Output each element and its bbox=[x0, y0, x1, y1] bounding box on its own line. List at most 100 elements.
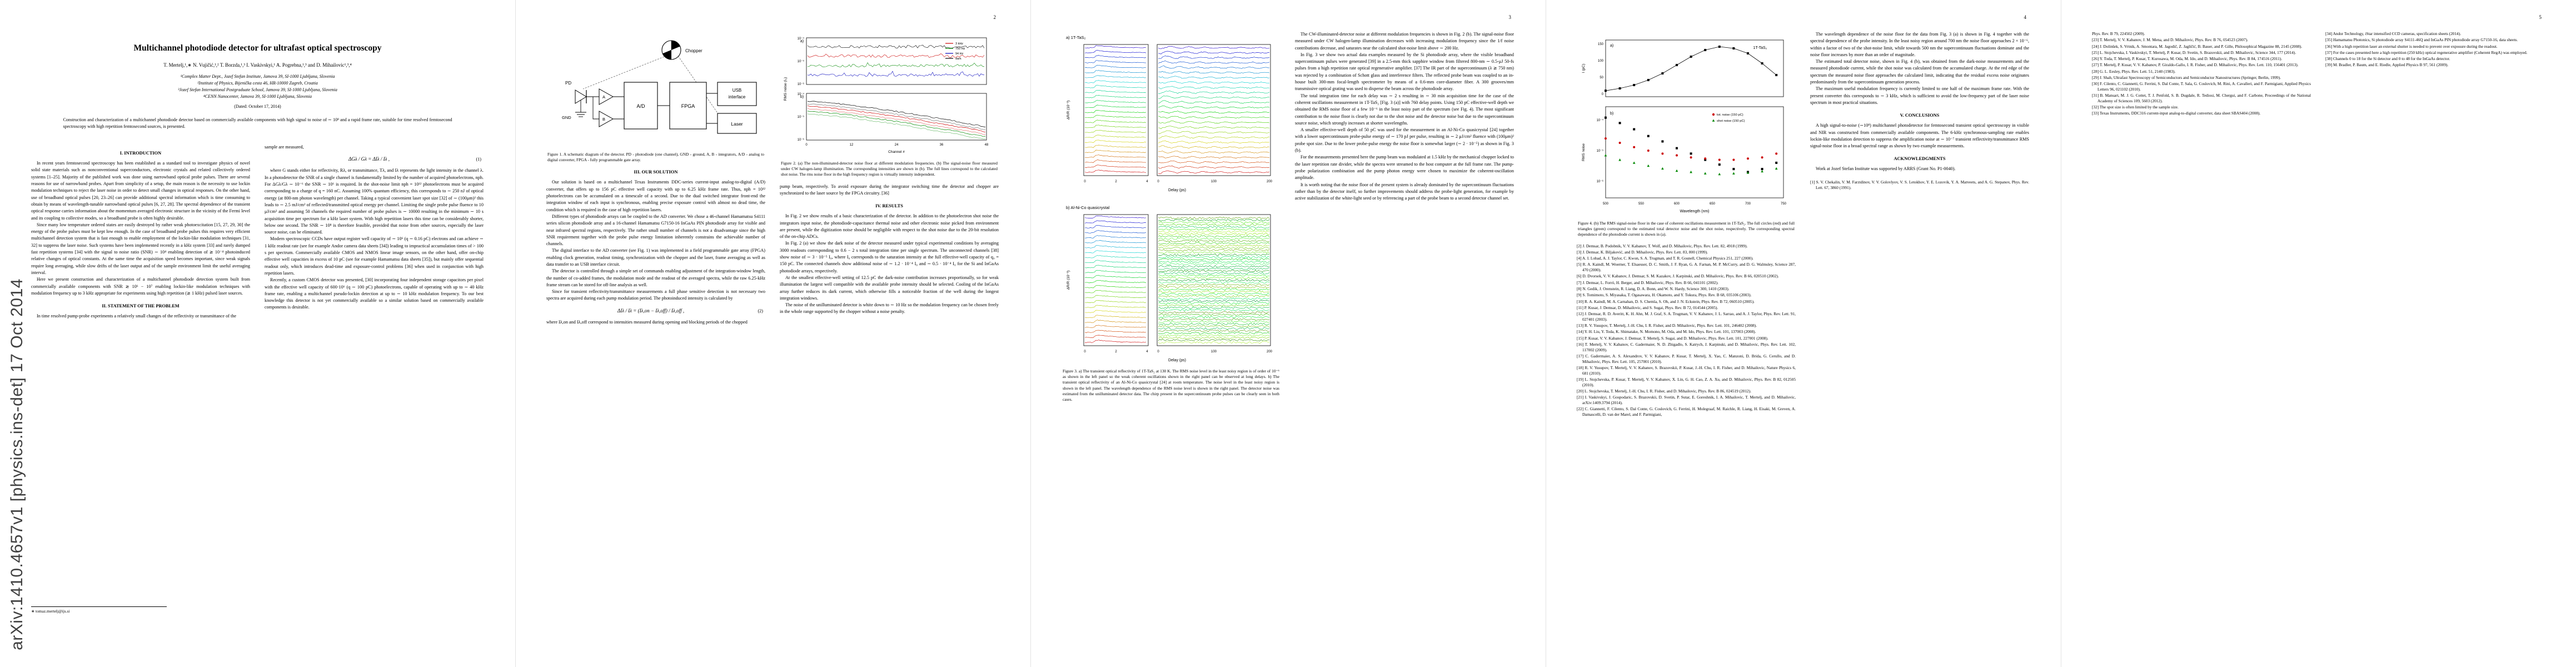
reference-entry: [1] S. V. Chekalin, V. M. Farztdinov, V.… bbox=[1810, 179, 2029, 190]
paragraph: Since many low temperature ordered state… bbox=[31, 222, 250, 275]
solution-paragraphs: Our solution is based on a multichannel … bbox=[546, 179, 765, 302]
paragraph: The total integration time for each dela… bbox=[1295, 93, 1514, 126]
page1-right-column: sample are measured, ΔGλ / Gλ = ΔIλ / Iλ… bbox=[265, 144, 484, 614]
axis-label: ΔR/R (10⁻³) bbox=[1067, 101, 1070, 120]
references-list: [2] J. Demsar, B. Podobnik, V. V. Kabano… bbox=[1577, 243, 1796, 417]
axis-label: b) Al-Ni-Co quasicrystal bbox=[1066, 205, 1110, 210]
usb-label: USB bbox=[733, 88, 741, 93]
paragraph: Since for transient reflectivity/transmi… bbox=[546, 289, 765, 301]
footnote-email: ∗ tomaz.mertelj@ijs.si bbox=[31, 606, 167, 614]
reference-entry: [39] M. Bradler, P. Baum, and E. Riedle,… bbox=[2325, 62, 2449, 68]
figure-1: Chopper PD GND bbox=[546, 31, 765, 149]
figure-4-caption: Figure 4. (b) The RMS signal-noise floor… bbox=[1578, 221, 1795, 237]
axis-label: 10⁻⁴ bbox=[798, 92, 805, 96]
laser-box bbox=[717, 113, 757, 134]
paragraph: The estimated total detector noise, show… bbox=[1810, 59, 2029, 85]
equation-2-number: (2) bbox=[758, 308, 763, 313]
page3-right-column: The CW-illuminated-detector noise at dif… bbox=[1295, 31, 1514, 638]
author-line: T. Mertelj,¹,∗ N. Vujičić,¹,² T. Borzda,… bbox=[163, 62, 352, 68]
axis-label: 100 bbox=[1211, 180, 1217, 183]
axis-label: Delay (ps) bbox=[1168, 188, 1186, 192]
reference-entry: [17] C. Gadermaier, A. S. Alexandrov, V.… bbox=[1577, 353, 1796, 364]
axis-label: 10⁻⁶ bbox=[798, 138, 805, 142]
axis-label: 10⁻⁶ bbox=[1597, 180, 1604, 183]
paper-title: Multichannel photodiode detector for ult… bbox=[133, 43, 382, 53]
paragraph: where Iλ,on and Iλ,off correspond to int… bbox=[546, 319, 748, 325]
figure-3-caption: Figure 3. a) The transient optical refle… bbox=[1063, 369, 1279, 402]
affiliation: ²Institute of Physics, Bijenička cesta 4… bbox=[197, 81, 318, 86]
reference-entry: [16] T. Mertelj, V. V. Kabanov, C. Gader… bbox=[1577, 341, 1796, 352]
paragraph: A high signal-to-noise (∼10⁸) multichann… bbox=[1810, 123, 2029, 149]
axis-label: b) bbox=[800, 95, 804, 99]
figure-4: a) b) 1T-TaS₂ 0 50 100 150 10⁻⁴ 10⁻⁵ 10⁻⁶ 500 550 60… bbox=[1577, 31, 1796, 218]
page4-right-column: The wavelength dependence of the noise f… bbox=[1810, 31, 2029, 638]
equation-1-number: (1) bbox=[476, 157, 481, 162]
page1-left-column: I. INTRODUCTION In recent years femtosec… bbox=[31, 144, 250, 614]
paper-header: Multichannel photodiode detector for ult… bbox=[0, 0, 515, 130]
page-number: 5 bbox=[2539, 14, 2542, 20]
axis-label: 10⁻⁵ bbox=[798, 115, 805, 119]
axis-label: shot noise (150 pC) bbox=[1717, 120, 1745, 123]
paragraph: pump beam, respectively. To avoid exposu… bbox=[780, 183, 999, 196]
reference-entry: [36] With a high repetition laser an ext… bbox=[2325, 43, 2498, 49]
axis-label: a) bbox=[1610, 44, 1613, 48]
integrator-b-icon bbox=[599, 111, 614, 127]
axis-label: 0 bbox=[1602, 93, 1604, 96]
axis-label: 2 bbox=[1115, 350, 1117, 354]
reference-entry: [23] T. Mertelj, V. V. Kabanov, J. M. Me… bbox=[2092, 37, 2248, 43]
page-3: 3 a) 1T-TaS₂ b) Al-Ni-Co quasicrystal 0 2 4 0… bbox=[1030, 0, 1546, 667]
paragraph: where G stands either for reflectivity, … bbox=[265, 168, 484, 235]
axis-label: ΔR/R (10⁻³) bbox=[1067, 271, 1070, 290]
reference-entry: [13] R. V. Yusupov, T. Mertelj, J.-H. Ch… bbox=[1577, 323, 1757, 328]
reference-entry: [6] D. Dvorsek, V. V. Kabanov, J. Demsar… bbox=[1577, 273, 1779, 279]
reference-entry: [18] R. V. Yusupov, T. Mertelj, V. V. Ka… bbox=[1577, 365, 1796, 376]
axis-label: 48 bbox=[985, 143, 989, 147]
page-number: 4 bbox=[2024, 14, 2027, 20]
page-number: 3 bbox=[1508, 14, 1512, 20]
figure-3-waterfall-plot: a) 1T-TaS₂ b) Al-Ni-Co quasicrystal 0 2 4 0 10… bbox=[1066, 35, 1273, 362]
photodiode-label: PD bbox=[565, 81, 571, 86]
paragraph: At the smallest effective-well setting o… bbox=[780, 275, 999, 301]
axis-label: 50 bbox=[1600, 76, 1603, 79]
page2-right-column: a) b) 10⁻⁴ 10⁻⁵ 10⁻⁶ 10⁻⁴ 10⁻⁵ 10⁻⁶ 0 12 24 36 48 Cha… bbox=[780, 31, 999, 638]
paragraph: The digital interface to the AD converte… bbox=[546, 248, 765, 267]
reference-entry: [31] B. Mansart, M. J. G. Cottet, T. J. … bbox=[2092, 93, 2311, 103]
axis-label: 10⁻⁶ bbox=[798, 82, 805, 86]
axis-label: 3 kHz bbox=[955, 42, 963, 46]
axis-label: 1T-TaS₂ bbox=[1753, 46, 1767, 50]
section-heading-introduction: I. INTRODUCTION bbox=[119, 151, 162, 156]
page4-left-column: a) b) 1T-TaS₂ 0 50 100 150 10⁻⁴ 10⁻⁵ 10⁻⁶ 500 550 60… bbox=[1577, 31, 1796, 638]
laser-label: Laser bbox=[731, 121, 743, 127]
reference-entry: [19] L. Stojchevska, P. Kusar, T. Mertel… bbox=[1577, 377, 1796, 387]
page5-right-column: [34] Andor Technology, iStar intensified… bbox=[2325, 31, 2544, 638]
problem-paragraphs: In time resolved pump-probe experiments … bbox=[31, 313, 250, 320]
axis-label: 10⁻⁴ bbox=[1597, 118, 1604, 122]
page-number: 2 bbox=[993, 14, 996, 20]
axis-label: 600 bbox=[1674, 202, 1680, 206]
section-heading-results: IV. RESULTS bbox=[875, 203, 903, 209]
abstract: Construction and characterization of a m… bbox=[63, 117, 452, 129]
reference-entry: [24] J. Dolinšek, S. Vrtnik, A. Smontara… bbox=[2092, 43, 2303, 49]
axis-label: 10⁻⁴ bbox=[798, 37, 805, 41]
figure-2-caption: Figure 2. (a) The non-illuminated-detect… bbox=[781, 161, 998, 177]
axis-label: 36 bbox=[940, 143, 944, 147]
axis-label: 100 bbox=[1598, 59, 1604, 63]
reference-entry: [33] Texas Instruments, DDC316 current-i… bbox=[2092, 111, 2261, 116]
axis-label: 550 bbox=[1638, 202, 1645, 206]
reference-entry: [21] I. Vaskivskyi, J. Gospodaric, S. Br… bbox=[1577, 395, 1796, 406]
affiliation: ³Jozef Stefan International Postgraduate… bbox=[178, 87, 337, 92]
paragraph: The noise of the unilluminated detector … bbox=[780, 302, 999, 315]
reference-entry: [28] G. L. Eesley, Phys. Rev. Lett. 51, … bbox=[2092, 68, 2176, 74]
axis-label: b) bbox=[1610, 112, 1613, 116]
reference-entry: [27] T. Mertelj, P. Kusar, V. V. Kabanov… bbox=[2092, 62, 2299, 68]
reference-entry: [30] F. Cilento, C. Giannetti, G. Ferrin… bbox=[2092, 81, 2311, 92]
paragraph: The CW-illuminated-detector noise at dif… bbox=[1295, 32, 1514, 51]
equation-1-body: ΔGλ / Gλ = ΔIλ / Iλ , bbox=[348, 156, 390, 162]
reference-entry: [26] Y. Toda, T. Mertelj, P. Kusar, T. K… bbox=[2092, 56, 2283, 62]
paragraph: Modern spectroscopic CCDs have output re… bbox=[265, 236, 484, 276]
integrator-b-label: B bbox=[602, 117, 605, 122]
axis-label: 100 bbox=[1211, 350, 1217, 354]
reference-entry: [11] P. Kusar, J. Demsar, D. Mihailovic,… bbox=[1577, 305, 1718, 310]
axis-label: 200 bbox=[1267, 350, 1273, 354]
paragraph: In Fig. 3 we show two actual data exampl… bbox=[1295, 52, 1514, 92]
